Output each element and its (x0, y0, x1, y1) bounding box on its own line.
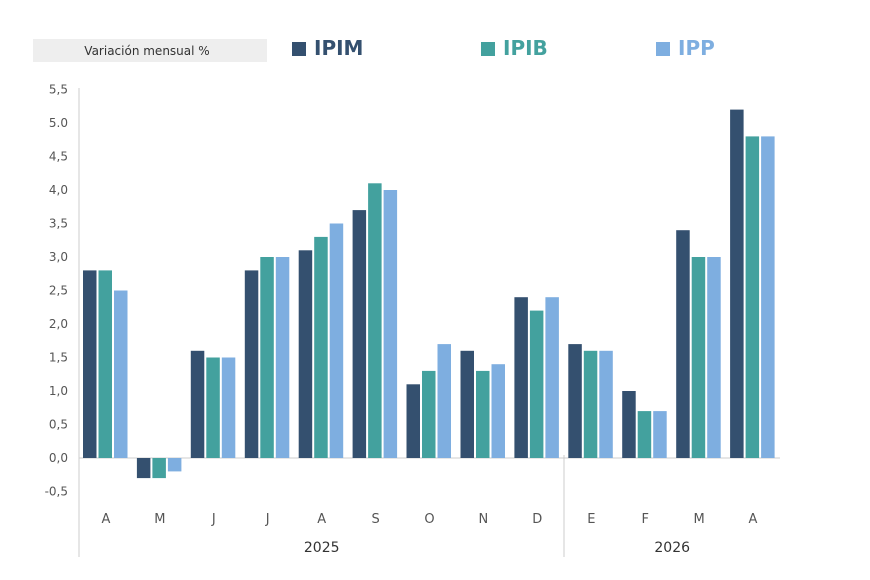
y-tick-label: 5,5 (49, 83, 68, 97)
bar-ipim (622, 391, 636, 458)
bar-ipim (676, 230, 690, 458)
bar-ipp (545, 297, 559, 458)
category-label: J (265, 512, 270, 527)
bar-ipp (167, 458, 182, 472)
bar-ipib (745, 136, 760, 458)
bar-ipim (730, 109, 744, 458)
bar-ipib (476, 370, 490, 458)
y-tick-label: 1,5 (49, 351, 68, 365)
y-tick-label: 1,0 (49, 384, 68, 398)
y-tick-label: 4,0 (49, 183, 68, 197)
bar-ipib (368, 183, 382, 459)
bar-ipim (514, 297, 528, 458)
legend-label-ipp: IPP (678, 36, 715, 60)
category-label: A (102, 512, 111, 527)
year-label: 2025 (304, 540, 340, 556)
bar-ipib (260, 257, 274, 458)
bar-ipp (761, 136, 775, 458)
category-label: O (424, 512, 434, 527)
bar-ipp (599, 350, 613, 458)
bar-ipib (637, 411, 652, 458)
bar-ipp (221, 357, 236, 458)
category-label: S (371, 512, 379, 527)
bar-ipim (460, 350, 474, 458)
category-label: J (211, 512, 216, 527)
bar-ipp (114, 290, 128, 458)
bar-ipib (422, 370, 436, 458)
legend-swatch-ipim (292, 42, 306, 56)
bar-ipp (329, 223, 344, 458)
bar-ipim (190, 350, 205, 458)
legend: IPIM IPIB IPP (292, 36, 715, 60)
bar-ipib (98, 270, 112, 458)
bar-ipib (206, 357, 220, 458)
bar-ipp (491, 364, 505, 458)
bar-ipib (691, 257, 706, 458)
year-label: 2026 (654, 540, 690, 556)
y-tick-label: -0,5 (45, 485, 68, 499)
legend-label-ipim: IPIM (314, 36, 363, 60)
bar-ipp (275, 257, 290, 458)
bar-ipib (152, 458, 166, 479)
category-label: A (749, 512, 758, 527)
bar-ipim (298, 250, 313, 458)
y-tick-label: 3,5 (49, 217, 68, 231)
category-label: A (317, 512, 326, 527)
bar-ipim (406, 384, 420, 458)
bar-ipp (707, 257, 721, 458)
y-tick-labels: -0,5 0,0 0,5 1,0 1,5 2,0 2,5 3,0 3,5 4,0 4,5 5.0 5,5 (45, 83, 68, 499)
category-label: N (479, 512, 489, 527)
y-axis-title-box (33, 39, 267, 62)
bar-ipp (383, 190, 398, 458)
category-label: M (154, 512, 165, 527)
legend-swatch-ipib (481, 42, 495, 56)
y-tick-label: 0,0 (49, 451, 68, 465)
bar-ipim (244, 270, 259, 458)
y-axis-title: Variación mensual % (84, 44, 209, 58)
y-tick-label: 2,0 (49, 317, 68, 331)
bar-ipim (83, 270, 97, 458)
bar-ipp (653, 411, 667, 458)
bar-ipim (352, 210, 367, 458)
y-tick-label: 5.0 (49, 116, 68, 130)
y-tick-label: 0,5 (49, 418, 68, 432)
bars (83, 109, 775, 479)
y-tick-label: 4,5 (49, 150, 68, 164)
category-label: M (693, 512, 704, 527)
y-tick-label: 3,0 (49, 250, 68, 264)
bar-ipib (529, 310, 544, 458)
legend-swatch-ipp (656, 42, 670, 56)
bar-ipib (314, 236, 328, 458)
bar-ipim (136, 458, 151, 479)
bar-ipim (568, 344, 582, 458)
bar-ipp (437, 344, 451, 458)
legend-label-ipib: IPIB (503, 36, 548, 60)
category-label: F (641, 512, 648, 527)
category-label: D (532, 512, 542, 527)
category-label: E (587, 512, 595, 527)
y-tick-label: 2,5 (49, 284, 68, 298)
bar-ipib (583, 350, 598, 458)
year-labels: 2025 2026 (304, 540, 690, 556)
